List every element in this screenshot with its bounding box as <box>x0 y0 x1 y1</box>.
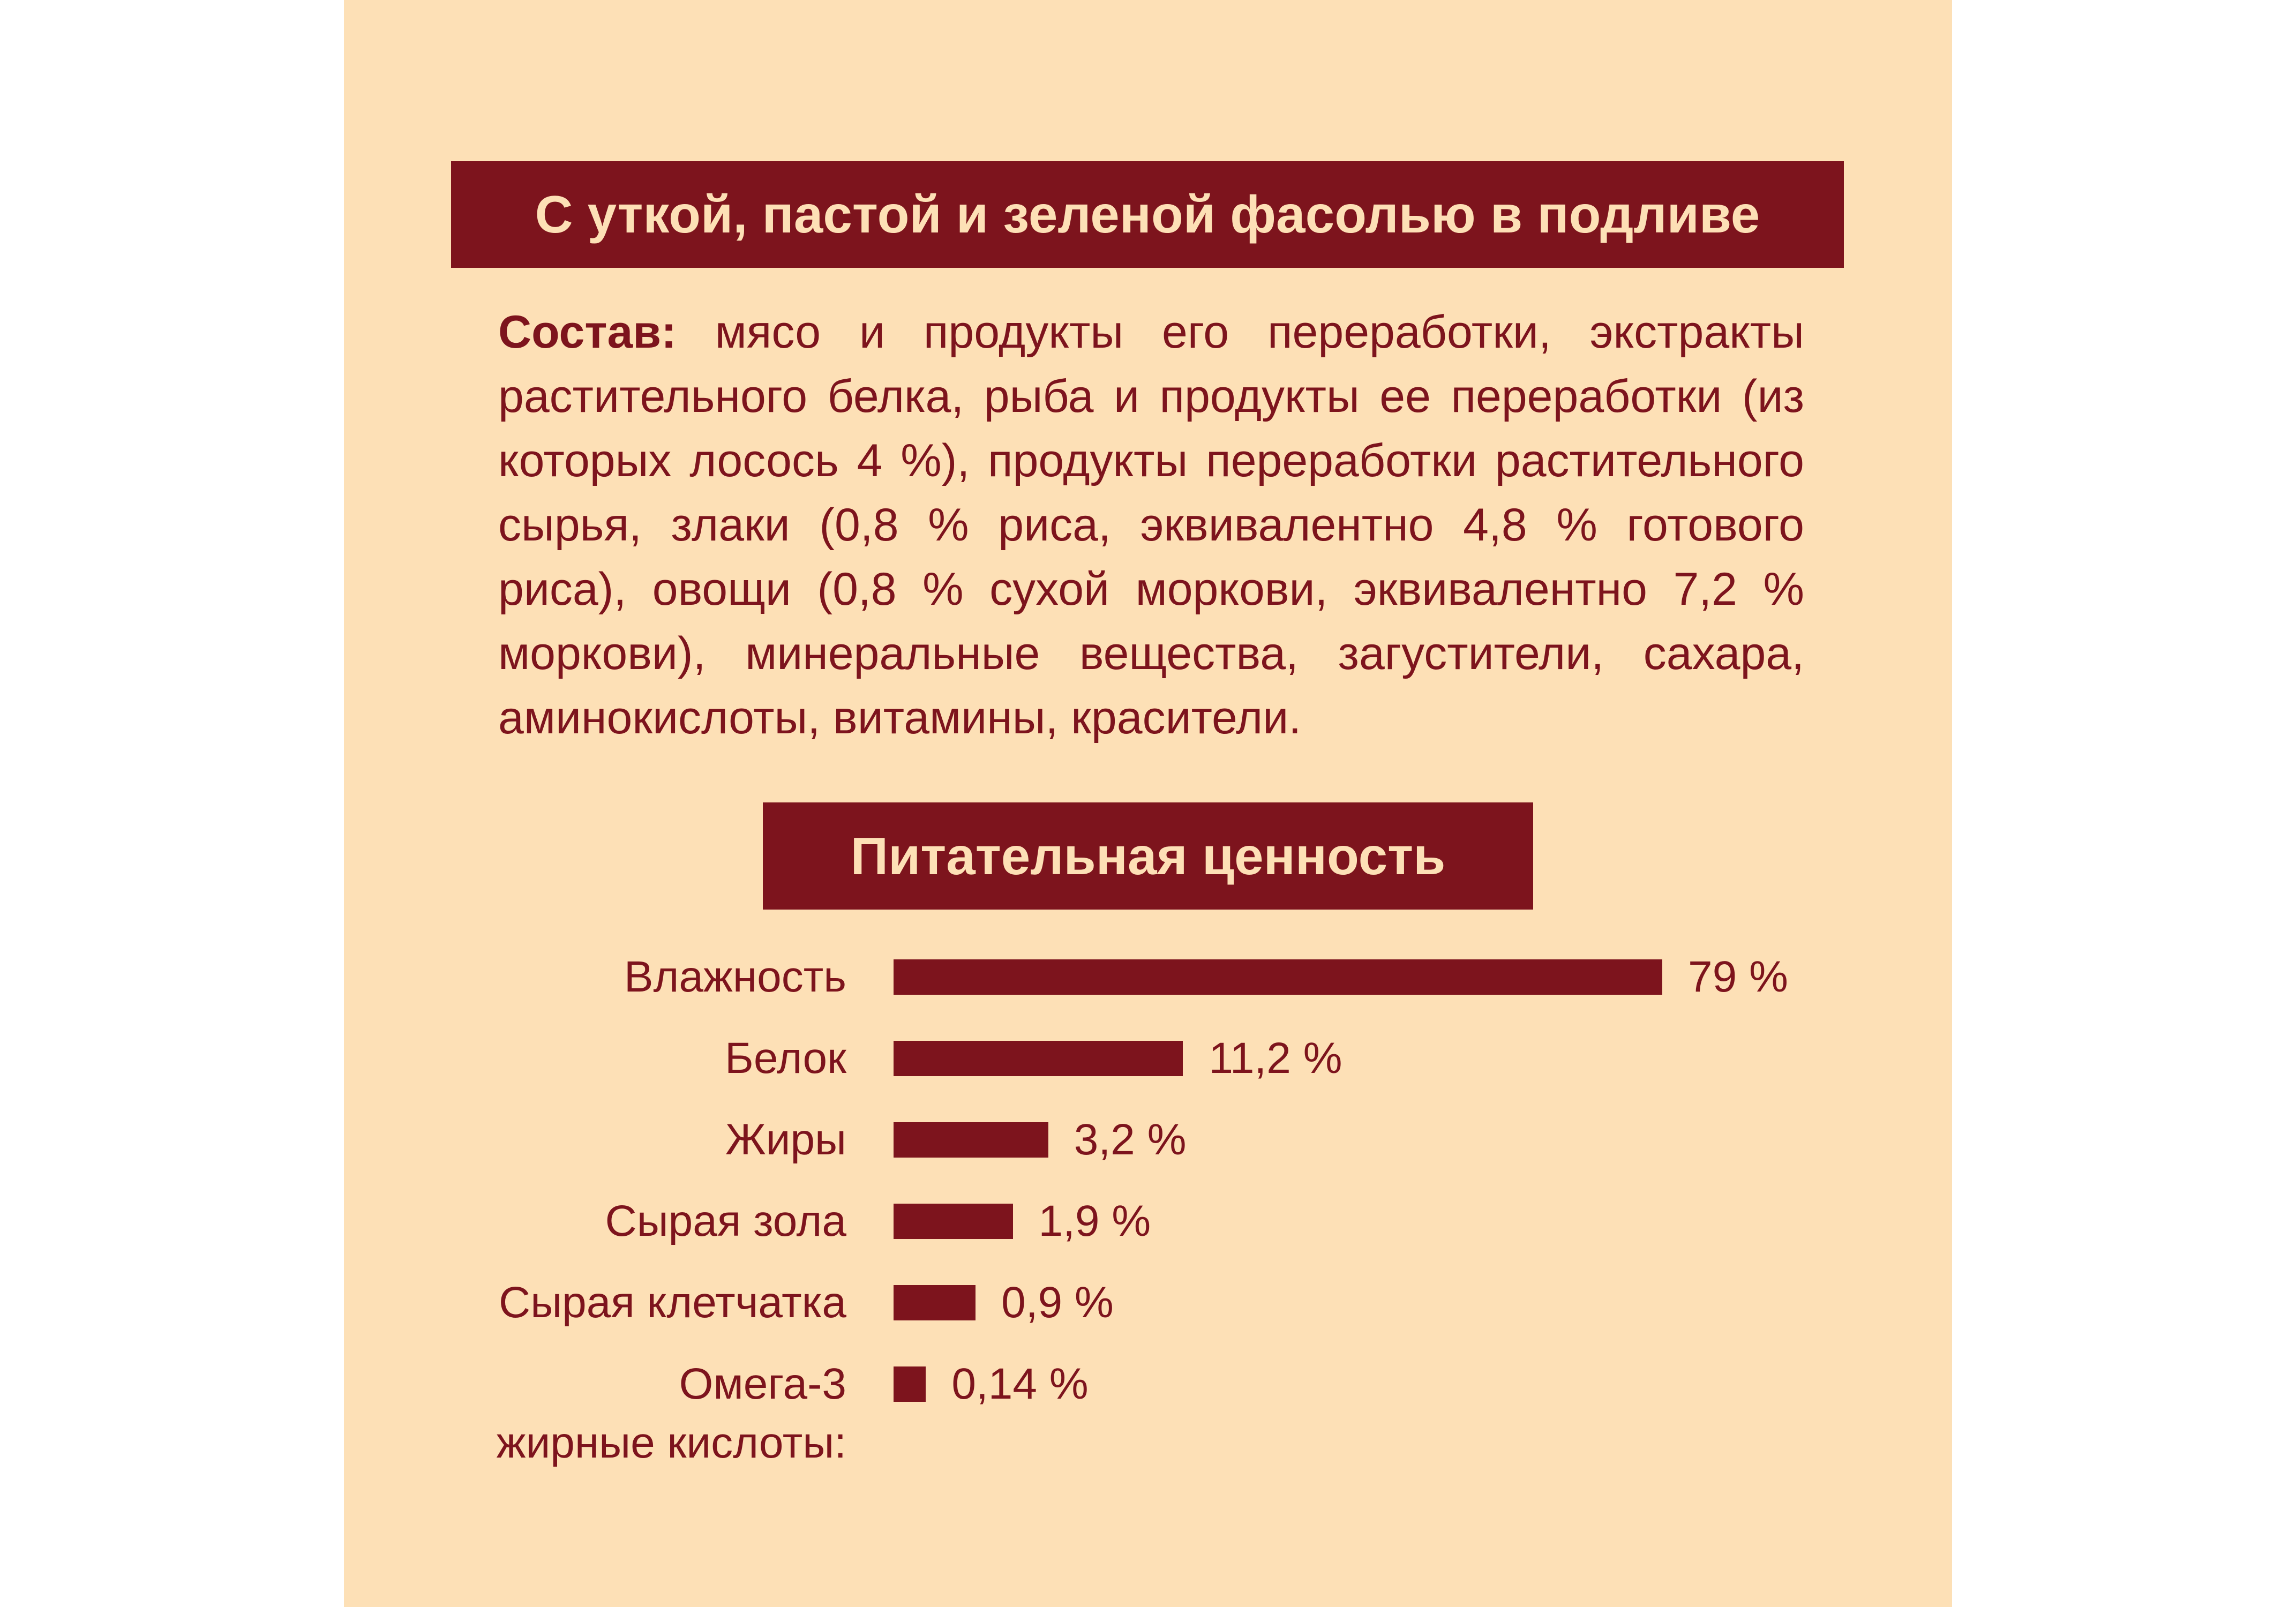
composition-label: Состав: <box>498 306 677 358</box>
category-label: Жиры <box>725 1115 846 1164</box>
category-label: Сырая зола <box>605 1197 846 1245</box>
value-label: 11,2 % <box>1209 1034 1342 1083</box>
category-label: Омега-3 жирные кислоты: <box>496 1360 846 1467</box>
category-label: Сырая клетчатка <box>499 1278 846 1327</box>
value-label: 3,2 % <box>1074 1115 1187 1164</box>
header-title: С уткой, пастой и зеленой фасолью в подл… <box>451 161 1844 268</box>
value-label: 1,9 % <box>1038 1197 1151 1245</box>
bar <box>894 959 1662 995</box>
bar <box>894 1285 976 1320</box>
value-label: 79 % <box>1688 952 1788 1001</box>
category-label: Белок <box>725 1034 846 1083</box>
chart-title: Питательная ценность <box>763 802 1533 910</box>
value-label: 0,14 % <box>951 1360 1089 1408</box>
composition: Состав: мясо и продукты его переработки,… <box>498 300 1804 750</box>
bar <box>894 1204 1013 1239</box>
value-label: 0,9 % <box>1001 1278 1114 1327</box>
bar <box>894 1122 1048 1158</box>
bar <box>894 1366 926 1402</box>
composition-text: мясо и продукты его переработки, экстрак… <box>498 306 1804 744</box>
bar <box>894 1041 1183 1076</box>
category-label: Влажность <box>624 952 846 1001</box>
